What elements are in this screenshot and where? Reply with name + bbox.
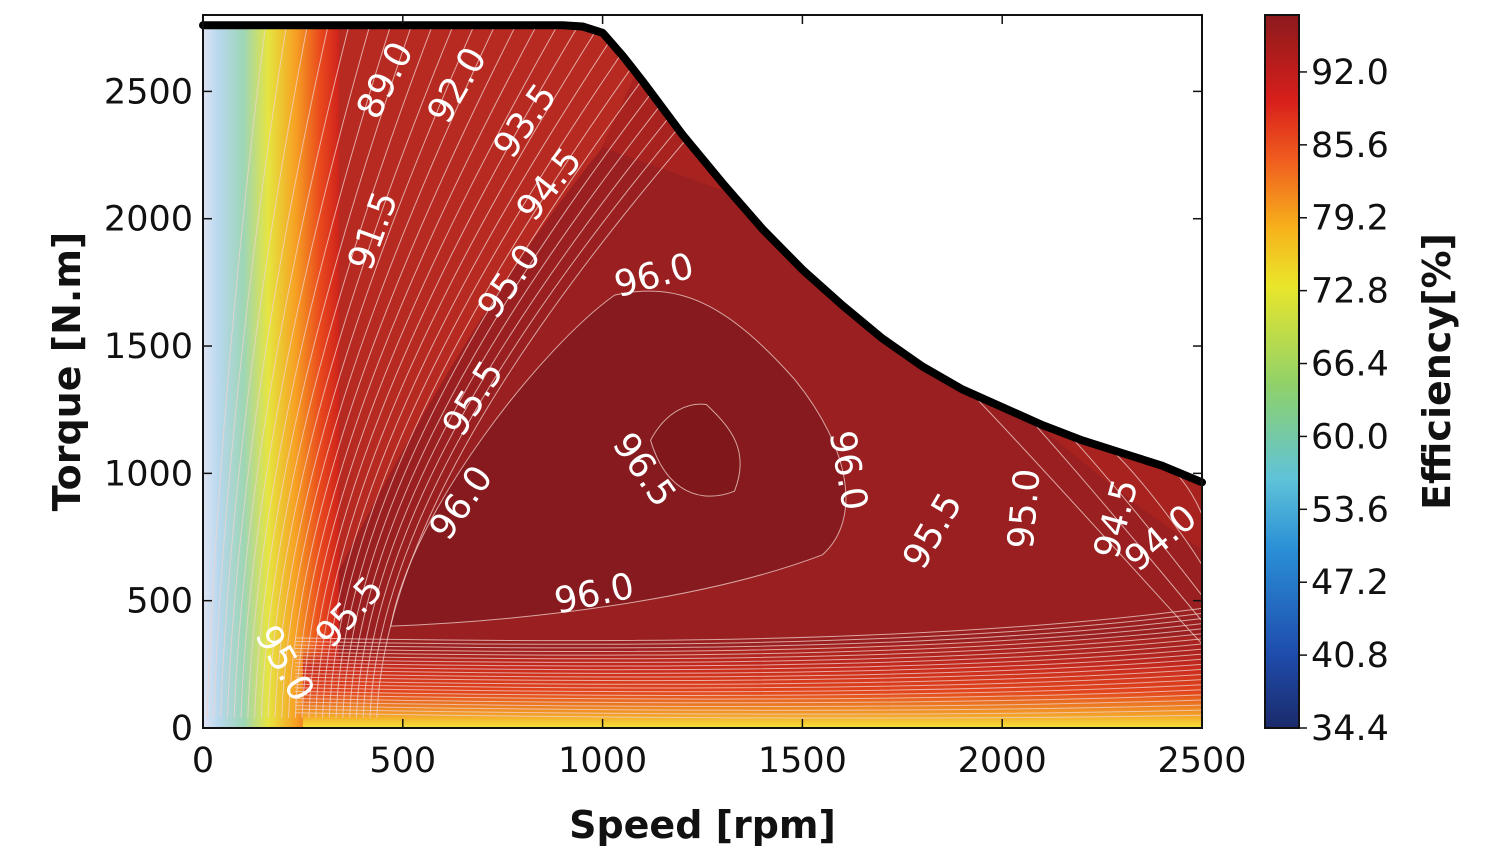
contour-line <box>355 25 734 718</box>
contour-line <box>281 25 501 718</box>
contour-line-96 <box>390 290 847 627</box>
colorbar-tick-label: 85.6 <box>1311 126 1389 166</box>
contour-line <box>294 708 1202 715</box>
contour-line <box>294 607 1202 642</box>
low-speed-low-efficiency <box>203 25 339 728</box>
plot-area: 89.092.093.594.591.595.0 96.095.596.5 96.0… <box>104 14 1247 781</box>
contour-lines <box>206 25 1202 719</box>
contour-label: 95.0 <box>1001 467 1049 550</box>
contour-line <box>267 25 459 718</box>
x-tick-label: 1000 <box>558 741 647 781</box>
contour-line <box>321 25 628 718</box>
contour-line <box>294 638 1202 663</box>
colorbar-tick-label: 72.8 <box>1311 272 1389 312</box>
contour-line <box>294 623 1202 653</box>
colorbar-gradient <box>1264 14 1300 729</box>
y-tick-label: 1000 <box>104 454 193 494</box>
contour-line <box>220 25 310 718</box>
contour-line <box>213 25 289 718</box>
y-axis-ticks: 0 500 1000 1500 2000 2500 <box>104 72 1202 749</box>
contour-line <box>328 25 649 718</box>
x-axis-title: Speed [rpm] <box>569 803 836 847</box>
contour-line <box>294 633 1202 660</box>
contour-line <box>206 25 268 718</box>
x-tick-label: 500 <box>369 741 436 781</box>
contour-line <box>294 679 1202 693</box>
contour-line <box>294 699 1202 708</box>
y-tick-label: 2000 <box>104 200 193 240</box>
contour-line <box>240 25 374 718</box>
y-tick-label: 500 <box>126 582 193 622</box>
contour-line <box>294 618 1202 649</box>
contour-line <box>294 648 1202 671</box>
colorbar-tick-label: 79.2 <box>1311 199 1389 239</box>
colorbar-tick-label: 47.2 <box>1311 563 1389 603</box>
colorbar: 34.4 40.8 47.2 53.6 60.0 66.4 72.8 79.2 85.6 92.0… <box>1264 14 1459 749</box>
contour-line <box>308 25 586 718</box>
colorbar-tick-label: 92.0 <box>1311 53 1389 93</box>
contour-line <box>294 653 1202 674</box>
contour-line <box>294 612 1202 645</box>
contour-line <box>315 25 607 718</box>
contour-line <box>247 25 395 718</box>
contour-line <box>294 668 1202 685</box>
contour-line <box>294 628 1202 656</box>
contour-line <box>260 25 437 718</box>
colorbar-tick-label: 53.6 <box>1311 490 1389 530</box>
contour-line <box>294 25 543 718</box>
x-tick-label: 2000 <box>958 741 1047 781</box>
x-tick-label: 1500 <box>758 741 847 781</box>
efficiency-plateau-96 <box>390 291 846 627</box>
y-tick-label: 1500 <box>104 327 193 367</box>
y-tick-label: 0 <box>171 709 193 749</box>
colorbar-tick-label: 40.8 <box>1311 636 1389 676</box>
contour-line-96-5 <box>650 403 741 497</box>
contour-line <box>294 663 1202 682</box>
x-tick-label: 0 <box>192 741 214 781</box>
x-tick-label: 2500 <box>1157 741 1246 781</box>
colorbar-title: Efficiency[%] <box>1415 233 1459 510</box>
colorbar-ticks: 34.4 40.8 47.2 53.6 60.0 66.4 72.8 79.2 85.6 92.0 <box>1299 53 1389 749</box>
y-axis-title: Torque [N.m] <box>45 232 89 512</box>
contour-line <box>342 25 691 718</box>
contour-line <box>274 25 480 718</box>
contour-line <box>294 684 1202 696</box>
colorbar-tick-label: 34.4 <box>1311 709 1389 749</box>
contour-line <box>294 658 1202 678</box>
contour-line <box>294 704 1202 711</box>
efficiency-peak-island <box>650 404 741 497</box>
contour-line <box>294 689 1202 700</box>
contour-line <box>254 25 416 718</box>
contour-line <box>301 25 564 718</box>
contour-line <box>294 694 1202 704</box>
colorbar-tick-label: 60.0 <box>1311 417 1389 457</box>
contour-line <box>294 674 1202 689</box>
x-axis-ticks: 0 500 1000 1500 2000 2500 <box>192 15 1247 781</box>
max-torque-envelope <box>199 21 1206 487</box>
contour-line <box>226 25 331 718</box>
y-tick-label: 2500 <box>104 72 193 112</box>
contour-line <box>233 25 353 718</box>
contour-line <box>349 25 713 718</box>
contour-line <box>294 643 1202 667</box>
contour-line <box>294 712 1202 719</box>
contour-line <box>335 25 670 718</box>
plot-frame <box>202 14 1203 729</box>
contour-line <box>288 25 522 718</box>
colorbar-tick-label: 66.4 <box>1311 345 1389 385</box>
